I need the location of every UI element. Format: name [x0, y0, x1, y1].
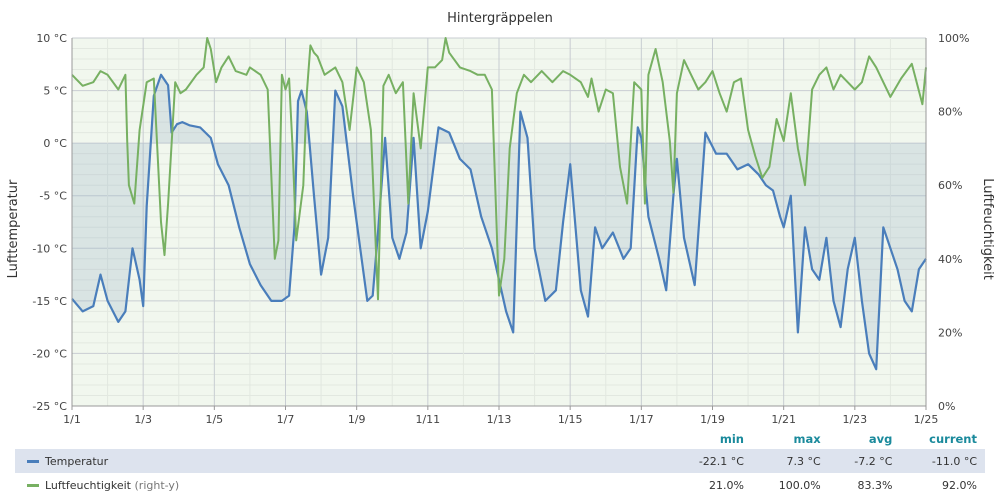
legend-swatch-temperatur — [27, 460, 39, 463]
y-left-tick-label: 0 °C — [43, 137, 67, 150]
chart-title: Hintergräppelen — [447, 11, 553, 26]
legend-header-min: min — [719, 432, 744, 446]
x-tick-label: 1/15 — [558, 413, 583, 426]
y-right-tick-label: 60% — [938, 179, 962, 192]
legend-swatch-luftfeuchtigkeit — [27, 484, 39, 487]
legend-header-avg: avg — [868, 432, 893, 446]
y-right-tick-label: 40% — [938, 253, 962, 266]
legend-avg-temperatur: -7.2 °C — [828, 449, 901, 473]
y-left-tick-label: -15 °C — [32, 295, 67, 308]
y-right-tick-label: 100% — [938, 32, 969, 45]
series-layer — [71, 37, 927, 371]
y-axis-left-label: Lufttemperatur — [6, 179, 21, 278]
legend-label-temperatur: Temperatur — [45, 454, 109, 468]
chart: Hintergräppelen 10 °C 5 °C 0 °C -5 °C -10 °C… — [6, 11, 995, 426]
legend-series-name: Luftfeuchtigkeit (right-y) — [15, 473, 671, 497]
legend-table: min max avg current Temperatur -22.1 °C … — [15, 430, 985, 497]
x-tick-label: 1/23 — [842, 413, 867, 426]
series-line-luftfeuchtigkeit — [71, 37, 927, 301]
legend-header-row: min max avg current — [15, 430, 985, 449]
y-right-tick-label: 0% — [938, 400, 955, 413]
temperature-area — [72, 74, 926, 370]
legend-row-temperatur[interactable]: Temperatur -22.1 °C 7.3 °C -7.2 °C -11.0… — [15, 449, 985, 473]
x-tick-label: 1/21 — [771, 413, 796, 426]
y-axis-right-label: Luftfeuchtigkeit — [980, 178, 995, 280]
y-left-tick-label: -5 °C — [39, 190, 67, 203]
x-tick-label: 1/11 — [415, 413, 440, 426]
legend-min-temperatur: -22.1 °C — [671, 449, 752, 473]
y-left-tick-label: -10 °C — [32, 242, 67, 255]
legend-current-luftfeuchtigkeit: 92.0% — [942, 478, 977, 492]
legend-row-luftfeuchtigkeit[interactable]: Luftfeuchtigkeit (right-y) 21.0% 100.0% … — [15, 473, 985, 497]
legend-label-luftfeuchtigkeit: Luftfeuchtigkeit — [45, 478, 131, 492]
legend-series-name: Temperatur — [15, 449, 671, 473]
x-tick-label: 1/1 — [63, 413, 81, 426]
legend-max-luftfeuchtigkeit: 100.0% — [778, 478, 821, 492]
x-tick-label: 1/3 — [134, 413, 152, 426]
x-tick-label: 1/19 — [700, 413, 725, 426]
x-tick-label: 1/17 — [629, 413, 654, 426]
y-left-tick-label: -25 °C — [32, 400, 67, 413]
gridlines — [71, 37, 927, 407]
y-left-tick-label: 10 °C — [36, 32, 67, 45]
y-right-tick-label: 20% — [938, 326, 962, 339]
legend-suffix-right-y: (right-y) — [134, 478, 180, 492]
x-tick-label: 1/9 — [348, 413, 366, 426]
x-tick-label: 1/7 — [277, 413, 295, 426]
legend-avg-luftfeuchtigkeit: 83.3% — [857, 478, 893, 492]
y-left-tick-label: -20 °C — [32, 347, 67, 360]
x-tick-label: 1/13 — [487, 413, 512, 426]
y-left-tick-label: 5 °C — [43, 85, 67, 98]
y-right-tick-label: 80% — [938, 106, 962, 119]
legend-current-temperatur: -11.0 °C — [900, 449, 985, 473]
axes: 10 °C 5 °C 0 °C -5 °C -10 °C -15 °C -20 °C -25 … — [32, 32, 969, 426]
x-tick-label: 1/25 — [914, 413, 939, 426]
legend-min-luftfeuchtigkeit: 21.0% — [709, 478, 744, 492]
legend-header-max: max — [793, 432, 821, 446]
legend-header-current: current — [929, 432, 977, 446]
legend-series-header — [15, 430, 671, 449]
x-tick-label: 1/5 — [205, 413, 223, 426]
legend-max-temperatur: 7.3 °C — [751, 449, 829, 473]
